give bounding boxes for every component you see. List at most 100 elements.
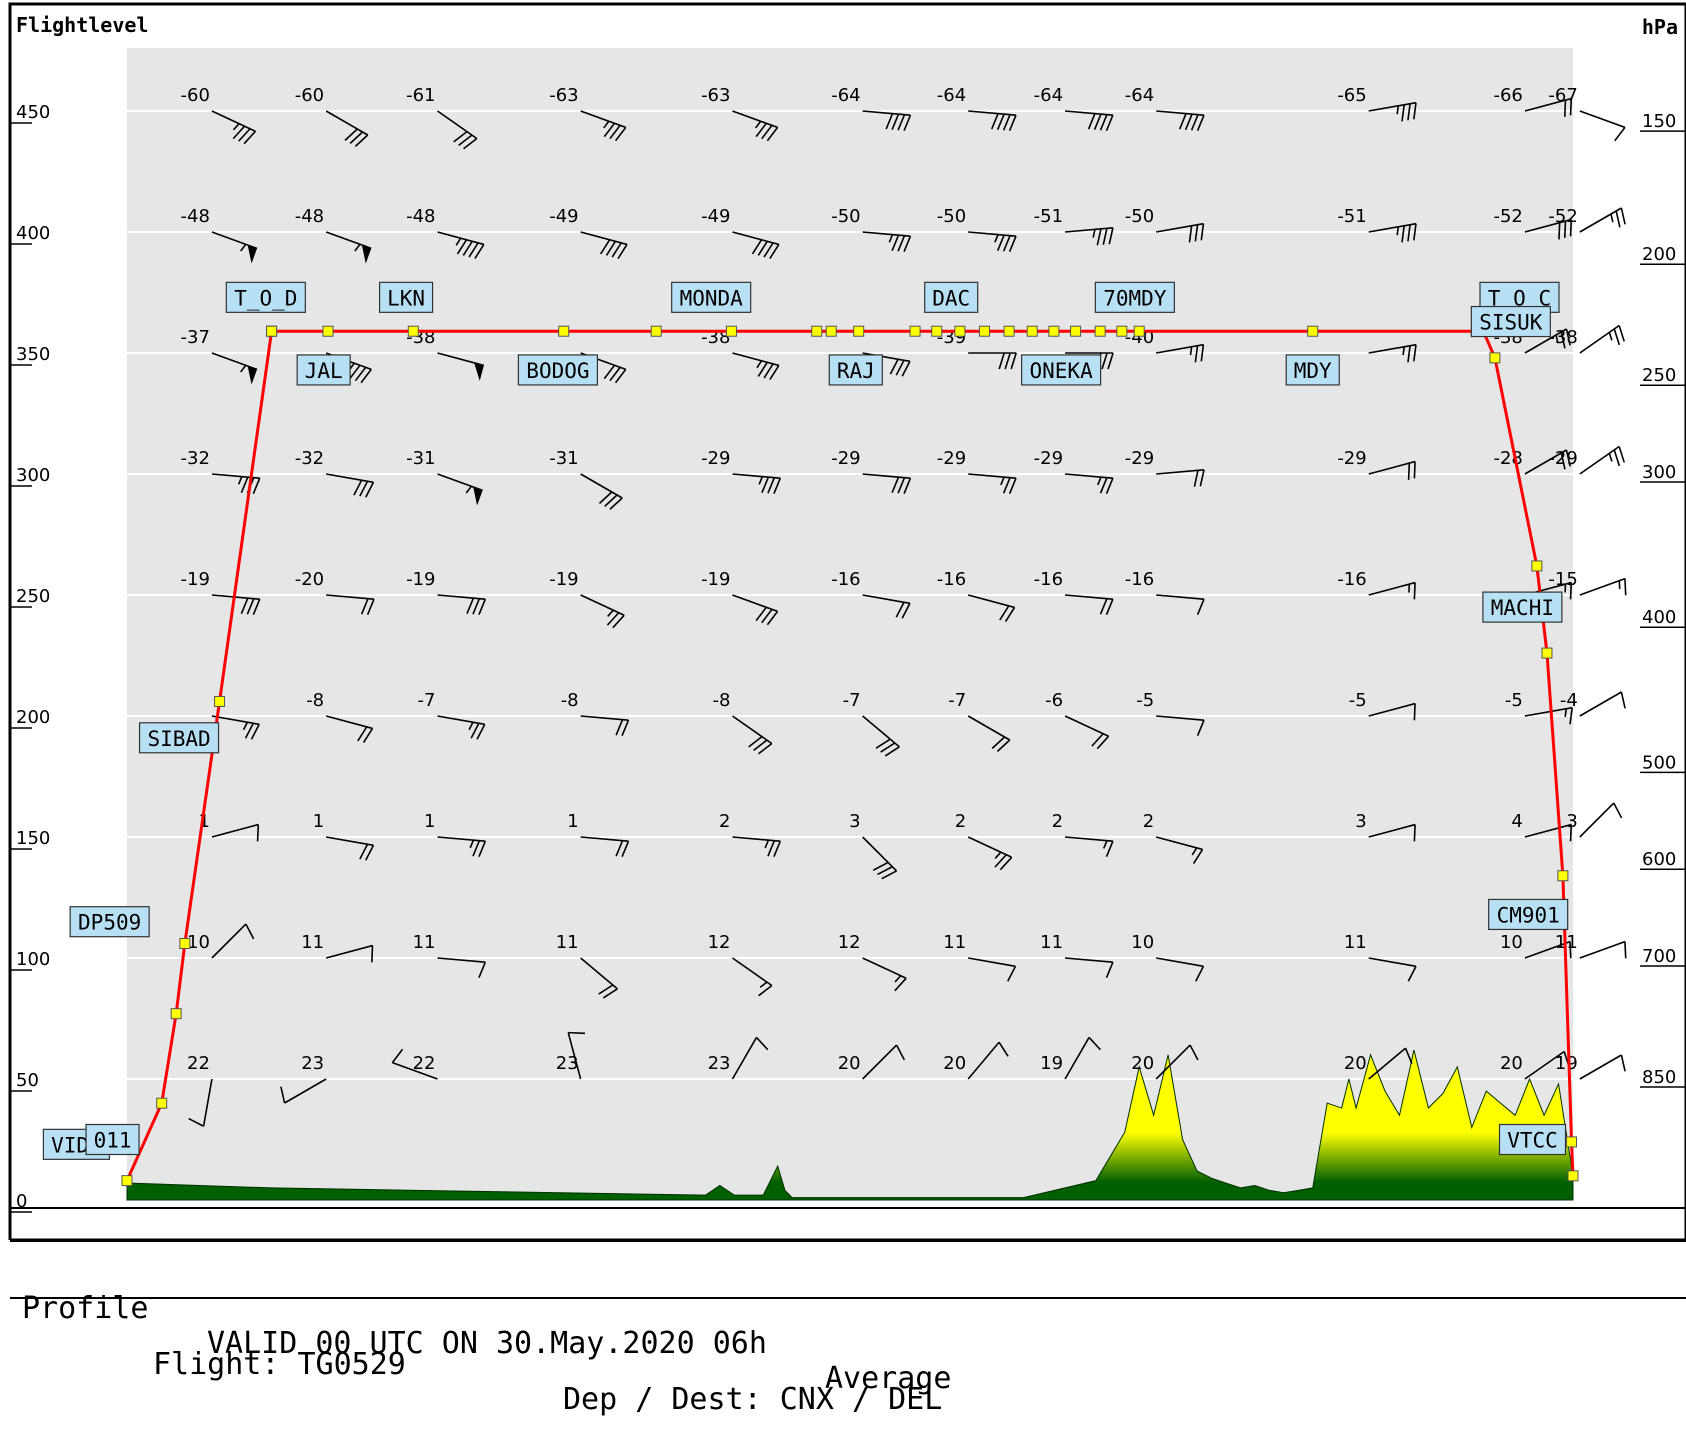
- temperature-label: 11: [301, 932, 324, 953]
- temperature-label: 1: [567, 811, 578, 832]
- temperature-label: 11: [413, 932, 436, 953]
- temperature-label: -61: [406, 85, 435, 106]
- temperature-label: -64: [1034, 85, 1063, 106]
- temperature-label: 11: [556, 932, 579, 953]
- wind-barb-feather: [1414, 462, 1415, 479]
- flightlevel-tick-label: 350: [16, 344, 50, 365]
- flightlevel-tick-label: 50: [16, 1070, 39, 1091]
- waypoint-label: SISUK: [1471, 307, 1550, 337]
- temperature-label: -20: [295, 569, 324, 590]
- wind-barb-feather: [1414, 825, 1415, 842]
- temperature-label: -29: [1034, 448, 1063, 469]
- temperature-label: 12: [708, 932, 731, 953]
- waypoint-marker: [267, 326, 277, 336]
- waypoint-marker: [932, 326, 942, 336]
- waypoint-label: DP509: [70, 907, 149, 937]
- temperature-label: 12: [838, 932, 861, 953]
- waypoint-label: CM901: [1489, 899, 1568, 929]
- temperature-label: -49: [701, 206, 730, 227]
- waypoint-marker: [1049, 326, 1059, 336]
- temperature-label: 20: [1500, 1053, 1523, 1074]
- waypoint-label: T_O_D: [226, 282, 305, 312]
- temperature-label: 22: [187, 1053, 210, 1074]
- waypoint-name: 70MDY: [1103, 286, 1167, 310]
- flightlevel-tick-label: 250: [16, 586, 50, 607]
- waypoint-name: VTCC: [1507, 1129, 1558, 1153]
- waypoint-marker: [1071, 326, 1081, 336]
- temperature-label: -51: [1034, 206, 1063, 227]
- wind-barb-feather: [568, 1033, 585, 1034]
- temperature-label: 10: [1131, 932, 1154, 953]
- waypoint-name: MDY: [1294, 359, 1332, 383]
- temperature-label: -60: [181, 85, 210, 106]
- waypoint-label: VTCC: [1500, 1125, 1566, 1155]
- waypoint-name: LKN: [387, 286, 425, 310]
- temperature-label: 19: [1555, 1053, 1578, 1074]
- waypoint-marker: [651, 326, 661, 336]
- dep-dest: Dep / Dest: CNX / DEL: [563, 1382, 942, 1417]
- hpa-tick-label: 300: [1642, 462, 1676, 483]
- waypoint-marker: [1568, 1171, 1578, 1181]
- waypoint-label: MACHI: [1483, 592, 1562, 622]
- wind-barb-half-feather: [1191, 347, 1192, 355]
- waypoint-marker: [1490, 353, 1500, 363]
- flightlevel-tick-label: 300: [16, 465, 50, 486]
- temperature-label: -8: [561, 690, 579, 711]
- wind-barb-half-feather: [1397, 227, 1398, 235]
- wind-barb-feather: [1409, 463, 1410, 480]
- wind-barb-half-feather: [1403, 347, 1404, 355]
- waypoint-marker: [1558, 871, 1568, 881]
- temperature-label: 3: [849, 811, 860, 832]
- temperature-label: -37: [181, 327, 210, 348]
- waypoint-marker: [408, 326, 418, 336]
- temperature-label: -19: [701, 569, 730, 590]
- temperature-label: 11: [943, 932, 966, 953]
- waypoint-label: BODOG: [518, 355, 597, 385]
- temperature-label: -38: [1548, 327, 1577, 348]
- temperature-label: -63: [701, 85, 730, 106]
- temperature-label: 20: [1131, 1053, 1154, 1074]
- wind-barb-feather: [372, 946, 373, 963]
- temperature-label: -52: [1548, 206, 1577, 227]
- temperature-label: -49: [549, 206, 578, 227]
- temperature-label: -63: [549, 85, 578, 106]
- temperature-label: 10: [1500, 932, 1523, 953]
- temperature-label: 2: [1143, 811, 1154, 832]
- waypoint-label: 011: [86, 1125, 139, 1155]
- temperature-label: -67: [1548, 85, 1577, 106]
- flight-number: Flight: TG0529: [153, 1347, 406, 1382]
- temperature-label: 10: [187, 932, 210, 953]
- temperature-label: -8: [306, 690, 324, 711]
- temperature-label: 11: [1344, 932, 1367, 953]
- temperature-label: 1: [313, 811, 324, 832]
- temperature-label: -60: [295, 85, 324, 106]
- temperature-label: -15: [1548, 569, 1577, 590]
- temperature-label: 4: [1511, 811, 1522, 832]
- hpa-tick-label: 600: [1642, 849, 1676, 870]
- waypoint-marker: [1134, 326, 1144, 336]
- hpa-tick-label: 150: [1642, 111, 1676, 132]
- temperature-label: -16: [831, 569, 860, 590]
- waypoint-name: DAC: [932, 286, 970, 310]
- temperature-label: -16: [1337, 569, 1366, 590]
- temperature-label: -29: [937, 448, 966, 469]
- temperature-label: 1: [424, 811, 435, 832]
- waypoint-marker: [726, 326, 736, 336]
- temperature-label: -19: [406, 569, 435, 590]
- temperature-label: -32: [181, 448, 210, 469]
- hpa-tick-label: 700: [1642, 946, 1676, 967]
- temperature-label: -66: [1493, 85, 1522, 106]
- temperature-label: -65: [1337, 85, 1366, 106]
- hpa-tick-label: 250: [1642, 365, 1676, 386]
- temperature-label: -64: [937, 85, 966, 106]
- footer-divider: [10, 1297, 1686, 1299]
- left-axis-title: Flightlevel: [16, 13, 148, 37]
- waypoint-marker: [1095, 326, 1105, 336]
- waypoint-marker: [171, 1009, 181, 1019]
- waypoint-marker: [215, 696, 225, 706]
- waypoint-marker: [323, 326, 333, 336]
- waypoint-name: DP509: [78, 911, 141, 935]
- wind-barb-feather: [1414, 704, 1415, 721]
- waypoint-name: MACHI: [1491, 596, 1554, 620]
